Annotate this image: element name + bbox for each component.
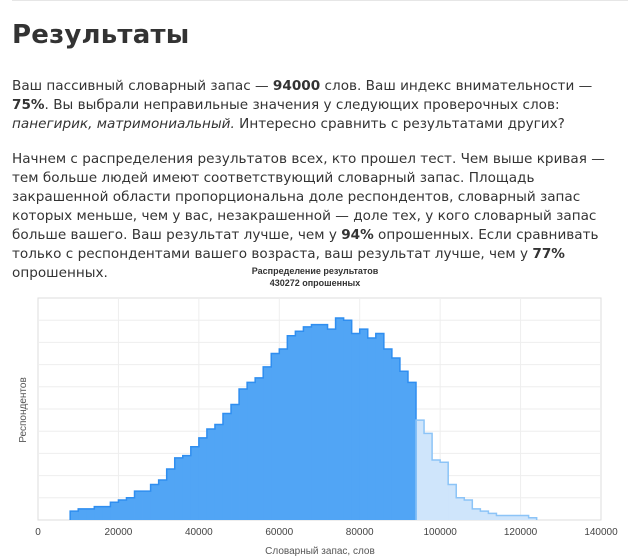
percent-all-value: 94% (341, 227, 374, 243)
chart-title: Распределение результатов (252, 266, 379, 276)
histogram-bar-filled (391, 357, 401, 520)
histogram-bar-unfilled (440, 462, 449, 520)
histogram-bar-filled (335, 317, 345, 520)
histogram-bar-filled (174, 457, 184, 520)
histogram-bar-unfilled (448, 484, 457, 520)
histogram-bar-filled (399, 371, 409, 520)
histogram-bar-filled (70, 511, 79, 520)
histogram-bar-unfilled (472, 508, 481, 520)
vocabulary-value: 94000 (272, 78, 321, 94)
histogram-bar-filled (407, 382, 417, 520)
histogram-bar-filled (158, 480, 168, 520)
histogram-bar-filled (231, 404, 240, 520)
histogram-bar-filled (327, 329, 336, 520)
x-tick-label: 80000 (346, 527, 374, 538)
histogram-bar-unfilled (496, 515, 505, 520)
x-tick-label: 120000 (504, 527, 538, 538)
x-tick-label: 0 (35, 527, 41, 538)
percent-age-value: 77% (532, 246, 565, 262)
histogram-bar-unfilled (520, 515, 530, 520)
explanation-text-1: Начнем с распределения результатов всех,… (12, 151, 605, 243)
histogram-bar-filled (279, 349, 288, 520)
histogram-bar-unfilled (456, 497, 465, 520)
histogram-bar-filled (351, 333, 361, 520)
histogram-bar-unfilled (432, 460, 441, 520)
histogram-bar-filled (287, 335, 296, 520)
histogram-bar-filled (214, 424, 224, 520)
x-tick-label: 60000 (265, 527, 293, 538)
histogram-bar-unfilled (504, 515, 513, 520)
histogram-bar-filled (303, 326, 312, 520)
histogram-bar-unfilled (512, 515, 521, 520)
distribution-outline-filled (69, 317, 417, 520)
y-axis-label: Респондентов (18, 377, 29, 443)
histogram-bar-unfilled (488, 513, 497, 520)
x-tick-label: 20000 (105, 527, 133, 538)
histogram-bar-filled (263, 366, 272, 520)
histogram-bar-filled (359, 329, 369, 520)
histogram-bar-filled (134, 491, 143, 520)
histogram-bar-filled (198, 437, 208, 520)
top-divider (12, 0, 628, 1)
chart-plot-area (69, 317, 538, 520)
explanation-text-2: опрошенных. Если сравнивать только с рес… (12, 227, 599, 262)
histogram-bar-filled (295, 331, 304, 520)
attention-index-value: 75% (12, 97, 45, 113)
histogram-bar-unfilled (416, 420, 425, 520)
histogram-bar-filled (182, 455, 192, 520)
x-tick-label: 40000 (185, 527, 213, 538)
histogram-bar-filled (247, 382, 256, 520)
distribution-explanation-paragraph: Начнем с распределения результатов всех,… (12, 150, 628, 283)
histogram-bar-filled (271, 353, 280, 520)
distribution-chart: Распределение результатов 430272 опрошен… (18, 266, 618, 557)
histogram-bar-filled (255, 377, 264, 520)
page-title: Результаты (12, 20, 190, 50)
histogram-bar-filled (118, 500, 127, 520)
explanation-text-3: опрошенных. (12, 265, 108, 281)
distribution-outline-unfilled (415, 419, 538, 520)
histogram-bar-filled (222, 413, 232, 520)
histogram-bar-filled (190, 446, 200, 520)
histogram-bar-filled (150, 484, 160, 520)
histogram-bar-unfilled (464, 500, 473, 520)
histogram-bar-unfilled (528, 517, 538, 520)
wrong-words: панегирик, матримониальный. (12, 116, 235, 132)
x-tick-label: 140000 (584, 527, 618, 538)
histogram-bar-filled (166, 468, 176, 520)
chart-subtitle: 430272 опрошенных (270, 278, 361, 288)
histogram-bar-filled (206, 428, 216, 520)
histogram-bar-filled (102, 506, 111, 520)
x-axis-ticks: 0 20000 40000 60000 80000 100000 120000 140000 (35, 527, 618, 538)
histogram-bar-filled (343, 320, 353, 520)
histogram-bar-filled (239, 389, 248, 520)
histogram-bar-filled (367, 337, 377, 520)
result-summary-paragraph: Ваш пассивный словарный запас — 94000 сл… (12, 77, 628, 134)
histogram-bar-filled (383, 349, 393, 520)
histogram-bar-unfilled (480, 511, 489, 520)
histogram-bar-filled (311, 324, 320, 520)
histogram-bar-filled (110, 502, 119, 520)
histogram-bar-filled (86, 508, 95, 520)
histogram-bar-filled (375, 333, 385, 520)
x-tick-label: 100000 (423, 527, 457, 538)
histogram-bar-filled (126, 497, 135, 520)
summary-text-4: Интересно сравнить с результатами других… (234, 116, 565, 132)
summary-text-2: слов. Ваш индекс внимательности — (320, 78, 593, 94)
histogram-bar-unfilled (424, 433, 433, 520)
histogram-bar-filled (142, 491, 151, 520)
histogram-bar-filled (78, 508, 87, 520)
x-axis-label: Словарный запас, слов (265, 546, 375, 557)
summary-text-1: Ваш пассивный словарный запас — (12, 78, 273, 94)
histogram-bar-filled (319, 324, 328, 520)
histogram-bar-filled (94, 506, 103, 520)
summary-text-3: . Вы выбрали неправильные значения у сле… (44, 97, 560, 113)
